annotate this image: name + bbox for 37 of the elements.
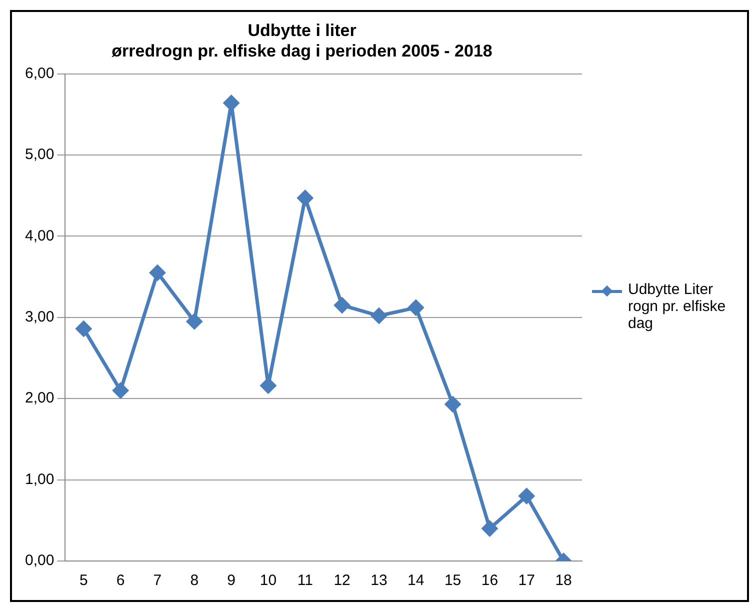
x-tick-label: 10 xyxy=(260,572,277,590)
x-tick-label: 9 xyxy=(227,572,236,590)
x-tick-label: 8 xyxy=(190,572,199,590)
x-tick-label: 15 xyxy=(444,572,462,590)
x-tick-label: 11 xyxy=(297,572,313,590)
x-tick-label: 12 xyxy=(334,572,350,590)
x-tick-label: 18 xyxy=(555,572,572,590)
chart-title: Udbytte i liter xyxy=(248,20,357,40)
x-tick-label: 13 xyxy=(370,572,388,590)
y-tick-label: 5,00 xyxy=(24,146,54,164)
y-tick-label: 4,00 xyxy=(24,227,54,244)
x-tick-label: 5 xyxy=(79,572,88,590)
y-tick-label: 0,00 xyxy=(24,552,54,570)
x-tick-label: 17 xyxy=(518,572,535,590)
y-tick-label: 6,00 xyxy=(24,64,54,82)
point xyxy=(186,314,202,330)
x-tick-label: 14 xyxy=(408,572,424,590)
point xyxy=(76,321,92,337)
y-tick-label: 2,00 xyxy=(24,390,54,407)
point xyxy=(297,190,313,206)
chart-subtitle: ørredrogn pr. elfiske dag i perioden 2005 - 2018 xyxy=(112,41,492,60)
y-tick-label: 3,00 xyxy=(24,308,54,326)
point xyxy=(224,95,240,111)
x-tick-label: 7 xyxy=(153,572,162,590)
point xyxy=(371,308,387,324)
point xyxy=(482,520,498,536)
point xyxy=(445,396,461,412)
y-tick-label: 1,00 xyxy=(24,470,54,488)
point xyxy=(150,264,166,280)
point xyxy=(334,297,350,313)
point xyxy=(112,382,128,398)
point xyxy=(518,488,534,504)
point xyxy=(408,300,424,316)
legend-label: Udbytte Liter rogn pr. elfiske dag xyxy=(628,280,727,332)
x-tick-label: 6 xyxy=(116,572,125,590)
point xyxy=(260,378,276,394)
x-tick-label: 16 xyxy=(481,572,498,590)
